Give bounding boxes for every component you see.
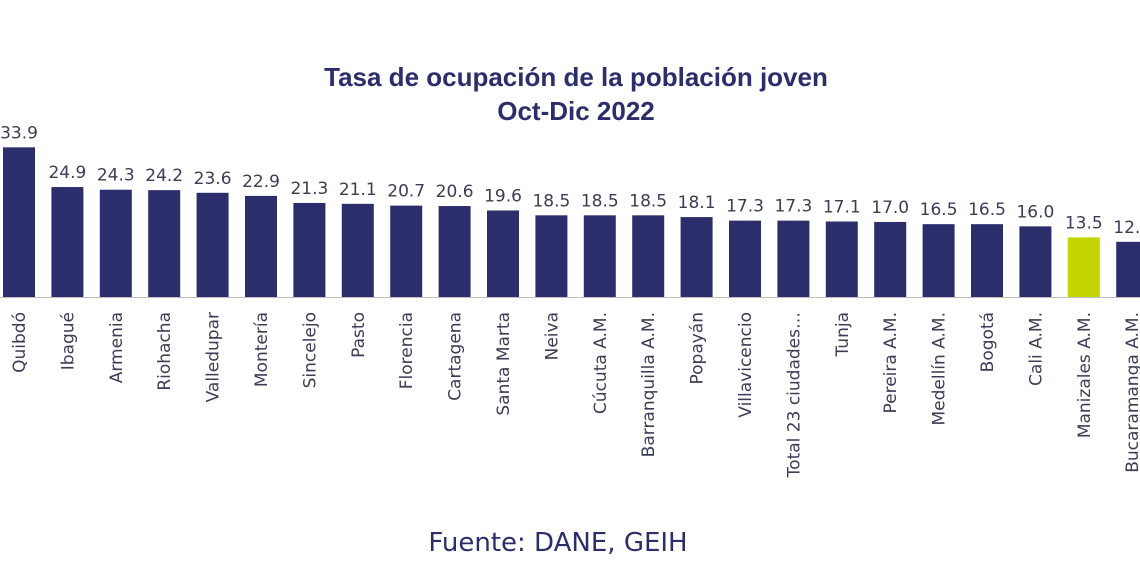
data-label: 19.6 (484, 186, 522, 206)
category-label: Montería (252, 312, 272, 387)
bar (1067, 237, 1100, 297)
chart-title-line-2: Oct-Dic 2022 (497, 96, 655, 126)
data-label: 13.5 (1065, 213, 1103, 233)
category-label: Bogotá (978, 312, 998, 372)
data-label: 16.5 (920, 200, 958, 220)
chart-title-line-1: Tasa de ocupación de la población joven (324, 62, 828, 92)
bar (1116, 241, 1140, 297)
bar (825, 221, 858, 297)
source-note: Fuente: DANE, GEIH (428, 528, 688, 558)
bar (341, 203, 374, 297)
category-label: Pereira A.M. (881, 312, 901, 414)
data-label: 17.0 (871, 198, 909, 218)
bar (99, 189, 132, 297)
data-label: 22.9 (242, 172, 280, 192)
category-label: Bucaramanga A.M. (1123, 312, 1140, 473)
chart-title: Tasa de ocupación de la población joven … (0, 60, 1140, 128)
category-label: Valledupar (204, 312, 224, 402)
bar (874, 221, 907, 297)
category-label: Neiva (542, 312, 562, 360)
bar (777, 220, 810, 297)
data-label: 24.2 (145, 166, 183, 186)
data-label: 16.5 (968, 200, 1006, 220)
data-label: 21.1 (339, 180, 377, 200)
data-label: 18.5 (532, 191, 570, 211)
data-label: 16.0 (1016, 202, 1054, 222)
data-label: 12.5 (1113, 218, 1140, 238)
bar (390, 205, 423, 297)
data-label: 24.3 (97, 166, 135, 186)
category-label: Pasto (349, 312, 369, 358)
bar (3, 147, 35, 297)
category-label: Santa Marta (494, 312, 514, 416)
category-label: Armenia (107, 312, 127, 383)
data-label: 33.9 (0, 123, 38, 143)
data-label: 17.1 (823, 198, 861, 218)
data-label: 18.5 (629, 191, 667, 211)
bar (632, 215, 665, 297)
category-label: Villavicencio (736, 312, 756, 418)
data-label: 18.5 (581, 191, 619, 211)
category-label: Cartagena (446, 312, 466, 401)
data-label: 21.3 (290, 179, 328, 199)
bar (245, 195, 277, 297)
category-label: Manizales A.M. (1075, 312, 1095, 438)
data-label: 20.7 (387, 182, 425, 202)
category-label: Barranquilla A.M. (639, 312, 659, 457)
data-label: 18.1 (678, 193, 716, 213)
category-label: Riohacha (155, 312, 175, 391)
bar (1019, 226, 1052, 297)
category-label: Tunja (833, 312, 853, 358)
bar (293, 202, 326, 297)
data-label: 24.9 (48, 163, 86, 183)
bar (922, 224, 955, 297)
category-label: Cali A.M. (1026, 312, 1046, 386)
category-label: Medellín A.M. (930, 312, 950, 426)
category-label: Cúcuta A.M. (591, 312, 611, 414)
bar (680, 217, 713, 297)
bar (971, 224, 1003, 297)
category-label: Popayán (688, 312, 708, 385)
bar (583, 215, 616, 297)
category-label: Quibdó (10, 312, 30, 373)
bar (438, 206, 471, 297)
category-label: Sincelejo (300, 312, 320, 388)
data-label: 20.6 (436, 182, 474, 202)
category-label: Total 23 ciudades… (784, 312, 804, 478)
category-label: Ibagué (58, 312, 78, 370)
bar (487, 210, 519, 297)
bar (196, 192, 229, 297)
bar (51, 187, 84, 297)
bar (729, 220, 761, 297)
category-label: Florencia (397, 312, 417, 389)
bar (535, 215, 568, 297)
data-label: 23.6 (194, 169, 232, 189)
data-label: 17.3 (774, 197, 812, 217)
data-label: 17.3 (726, 197, 764, 217)
bar (148, 190, 181, 297)
